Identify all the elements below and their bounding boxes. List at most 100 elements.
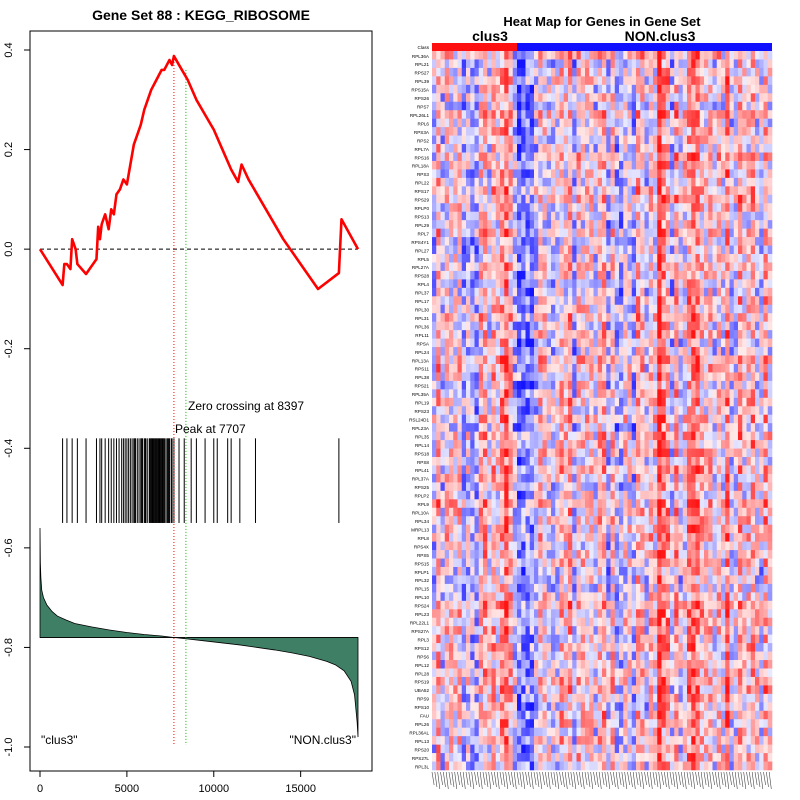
heatmap-cell bbox=[699, 127, 705, 136]
heatmap-cell bbox=[457, 541, 463, 551]
heatmap-cell bbox=[534, 507, 539, 517]
heatmap-cell bbox=[440, 135, 446, 145]
heatmap-cell bbox=[576, 51, 582, 60]
heatmap-cell bbox=[767, 414, 773, 424]
heatmap-cell bbox=[457, 516, 463, 525]
heatmap-cell bbox=[461, 160, 467, 170]
heatmap-cell bbox=[487, 406, 492, 416]
heatmap-cell bbox=[712, 76, 718, 86]
heatmap-cell bbox=[500, 507, 505, 517]
heatmap-cell bbox=[602, 431, 607, 441]
heatmap-cell bbox=[742, 414, 747, 424]
heatmap-cell bbox=[474, 448, 480, 458]
heatmap-cell bbox=[712, 541, 718, 551]
heatmap-cell bbox=[627, 516, 633, 525]
heatmap-cell bbox=[661, 169, 667, 179]
heatmap-cell bbox=[534, 228, 539, 238]
heatmap-cell bbox=[644, 380, 650, 390]
heatmap-cell bbox=[623, 355, 628, 365]
heatmap-cell bbox=[674, 448, 679, 458]
heatmap-cell bbox=[614, 296, 620, 306]
heatmap-cell bbox=[466, 321, 471, 331]
heatmap-cell bbox=[687, 135, 692, 145]
heatmap-cell bbox=[580, 262, 586, 272]
heatmap-cell bbox=[750, 296, 756, 306]
heatmap-cell bbox=[755, 347, 760, 356]
heatmap-cell bbox=[589, 84, 594, 94]
heatmap-cell bbox=[759, 110, 764, 119]
heatmap-cell bbox=[665, 465, 671, 475]
heatmap-cell bbox=[504, 296, 509, 306]
heatmap-cell bbox=[657, 262, 662, 272]
heatmap-cell bbox=[755, 270, 760, 280]
heatmap-cell bbox=[466, 51, 471, 60]
heatmap-cell bbox=[742, 67, 747, 77]
heatmap-cell bbox=[610, 423, 616, 432]
heatmap-cell bbox=[691, 499, 696, 509]
heatmap-cell bbox=[763, 84, 769, 94]
heatmap-cell bbox=[546, 533, 552, 542]
heatmap-cell bbox=[572, 228, 577, 238]
heatmap-cell bbox=[619, 304, 624, 314]
heatmap-cell bbox=[670, 169, 675, 179]
heatmap-cell bbox=[665, 110, 671, 119]
heatmap-cell bbox=[457, 355, 463, 365]
heatmap-cell bbox=[466, 84, 471, 94]
heatmap-cell bbox=[712, 524, 718, 534]
heatmap-cell bbox=[440, 457, 446, 466]
heatmap-cell bbox=[466, 482, 471, 492]
heatmap-cell bbox=[712, 101, 718, 111]
heatmap-cell bbox=[551, 203, 556, 213]
heatmap-cell bbox=[636, 355, 641, 365]
heatmap-cell bbox=[491, 93, 497, 103]
heatmap-cell bbox=[504, 507, 509, 517]
heatmap-cell bbox=[508, 118, 514, 128]
heatmap-cell bbox=[436, 473, 441, 483]
heatmap-cell bbox=[500, 51, 505, 60]
heatmap-cell bbox=[593, 76, 599, 86]
heatmap-cell bbox=[721, 330, 726, 339]
heatmap-cell bbox=[665, 262, 671, 272]
heatmap-cell bbox=[461, 169, 467, 179]
heatmap-cell bbox=[491, 473, 497, 483]
heatmap-cell bbox=[653, 507, 658, 517]
heatmap-cell bbox=[478, 127, 484, 136]
heatmap-cell bbox=[483, 211, 488, 221]
heatmap-cell bbox=[665, 76, 671, 86]
heatmap-cell bbox=[653, 93, 658, 103]
heatmap-cell bbox=[551, 76, 556, 86]
heatmap-cell bbox=[538, 541, 543, 551]
heatmap-cell bbox=[525, 211, 531, 221]
heatmap-cell bbox=[559, 51, 565, 60]
heatmap-cell bbox=[525, 93, 531, 103]
heatmap-cell bbox=[444, 118, 450, 128]
heatmap-cell bbox=[585, 558, 590, 568]
heatmap-cell bbox=[559, 465, 565, 475]
heatmap-cell bbox=[670, 431, 675, 441]
heatmap-cell bbox=[721, 220, 726, 229]
heatmap-cell bbox=[495, 279, 501, 289]
heatmap-cell bbox=[623, 330, 628, 339]
heatmap-cell bbox=[661, 448, 667, 458]
heatmap-cell bbox=[483, 397, 488, 407]
heatmap-cell bbox=[746, 270, 752, 280]
heatmap-cell bbox=[759, 338, 764, 348]
heatmap-cell bbox=[478, 254, 484, 263]
heatmap-cell bbox=[704, 93, 709, 103]
heatmap-cell bbox=[491, 431, 497, 441]
heatmap-cell bbox=[636, 389, 641, 399]
heatmap-cell bbox=[500, 414, 505, 424]
heatmap-cell bbox=[478, 550, 484, 559]
heatmap-cell bbox=[597, 59, 603, 69]
heatmap-cell bbox=[534, 287, 539, 297]
heatmap-cell bbox=[661, 177, 667, 187]
heatmap-cell bbox=[721, 101, 726, 111]
heatmap-cell bbox=[627, 160, 633, 170]
heatmap-cell bbox=[627, 355, 633, 365]
heatmap-cell bbox=[517, 93, 522, 103]
heatmap-cell bbox=[661, 194, 667, 204]
heatmap-cell bbox=[504, 338, 509, 348]
heatmap-cell bbox=[610, 84, 616, 94]
heatmap-cell bbox=[542, 482, 548, 492]
heatmap-cell bbox=[742, 186, 747, 196]
